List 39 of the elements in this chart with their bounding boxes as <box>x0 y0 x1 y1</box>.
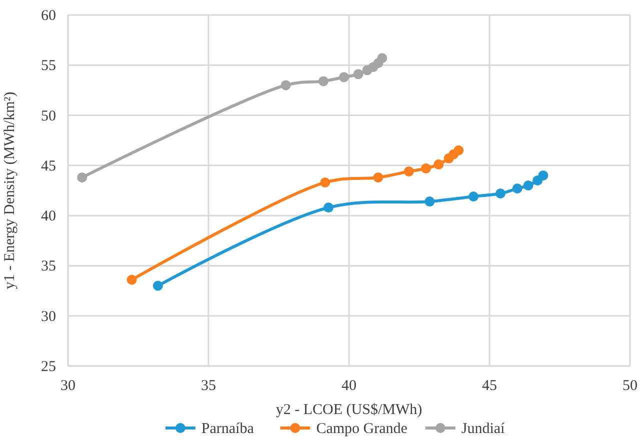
point <box>512 183 522 194</box>
point <box>323 202 334 213</box>
point <box>152 280 163 291</box>
point <box>404 166 414 176</box>
x-tick-label: 50 <box>622 378 638 394</box>
y-tick-label: 45 <box>41 158 56 174</box>
y-tick-label: 40 <box>41 208 56 225</box>
y-tick-label: 50 <box>41 108 56 124</box>
point <box>377 53 388 64</box>
point <box>523 180 534 190</box>
legend-label: Campo Grande <box>316 421 408 437</box>
point <box>454 145 464 156</box>
point <box>420 163 431 174</box>
point <box>495 188 506 199</box>
y-tick-label: 60 <box>41 8 56 24</box>
point <box>280 80 291 90</box>
x-tick-label: 45 <box>482 378 497 394</box>
y-tick-label: 55 <box>41 58 56 74</box>
legend-label: Parnaíba <box>201 421 254 437</box>
point <box>424 196 435 207</box>
point <box>320 177 330 188</box>
legend-label: Jundiaí <box>461 421 506 437</box>
point <box>338 72 349 82</box>
x-tick-label: 40 <box>342 378 356 394</box>
y-tick-label: 25 <box>41 359 56 375</box>
point <box>126 274 137 285</box>
x-tick-label: 35 <box>201 378 216 394</box>
y-tick-label: 30 <box>41 308 56 325</box>
x-axis-title: y2 - LCOE (US$/MWh) <box>276 402 422 418</box>
point <box>538 170 548 180</box>
point <box>434 159 444 170</box>
y-tick-label: 35 <box>41 258 56 275</box>
y-axis-title: y1 - Energy Density (MWh/km²) <box>2 92 18 290</box>
point <box>318 76 328 86</box>
x-tick-label: 30 <box>60 378 76 394</box>
point <box>373 172 384 182</box>
point <box>77 172 88 182</box>
point <box>468 192 478 202</box>
point <box>353 69 364 80</box>
